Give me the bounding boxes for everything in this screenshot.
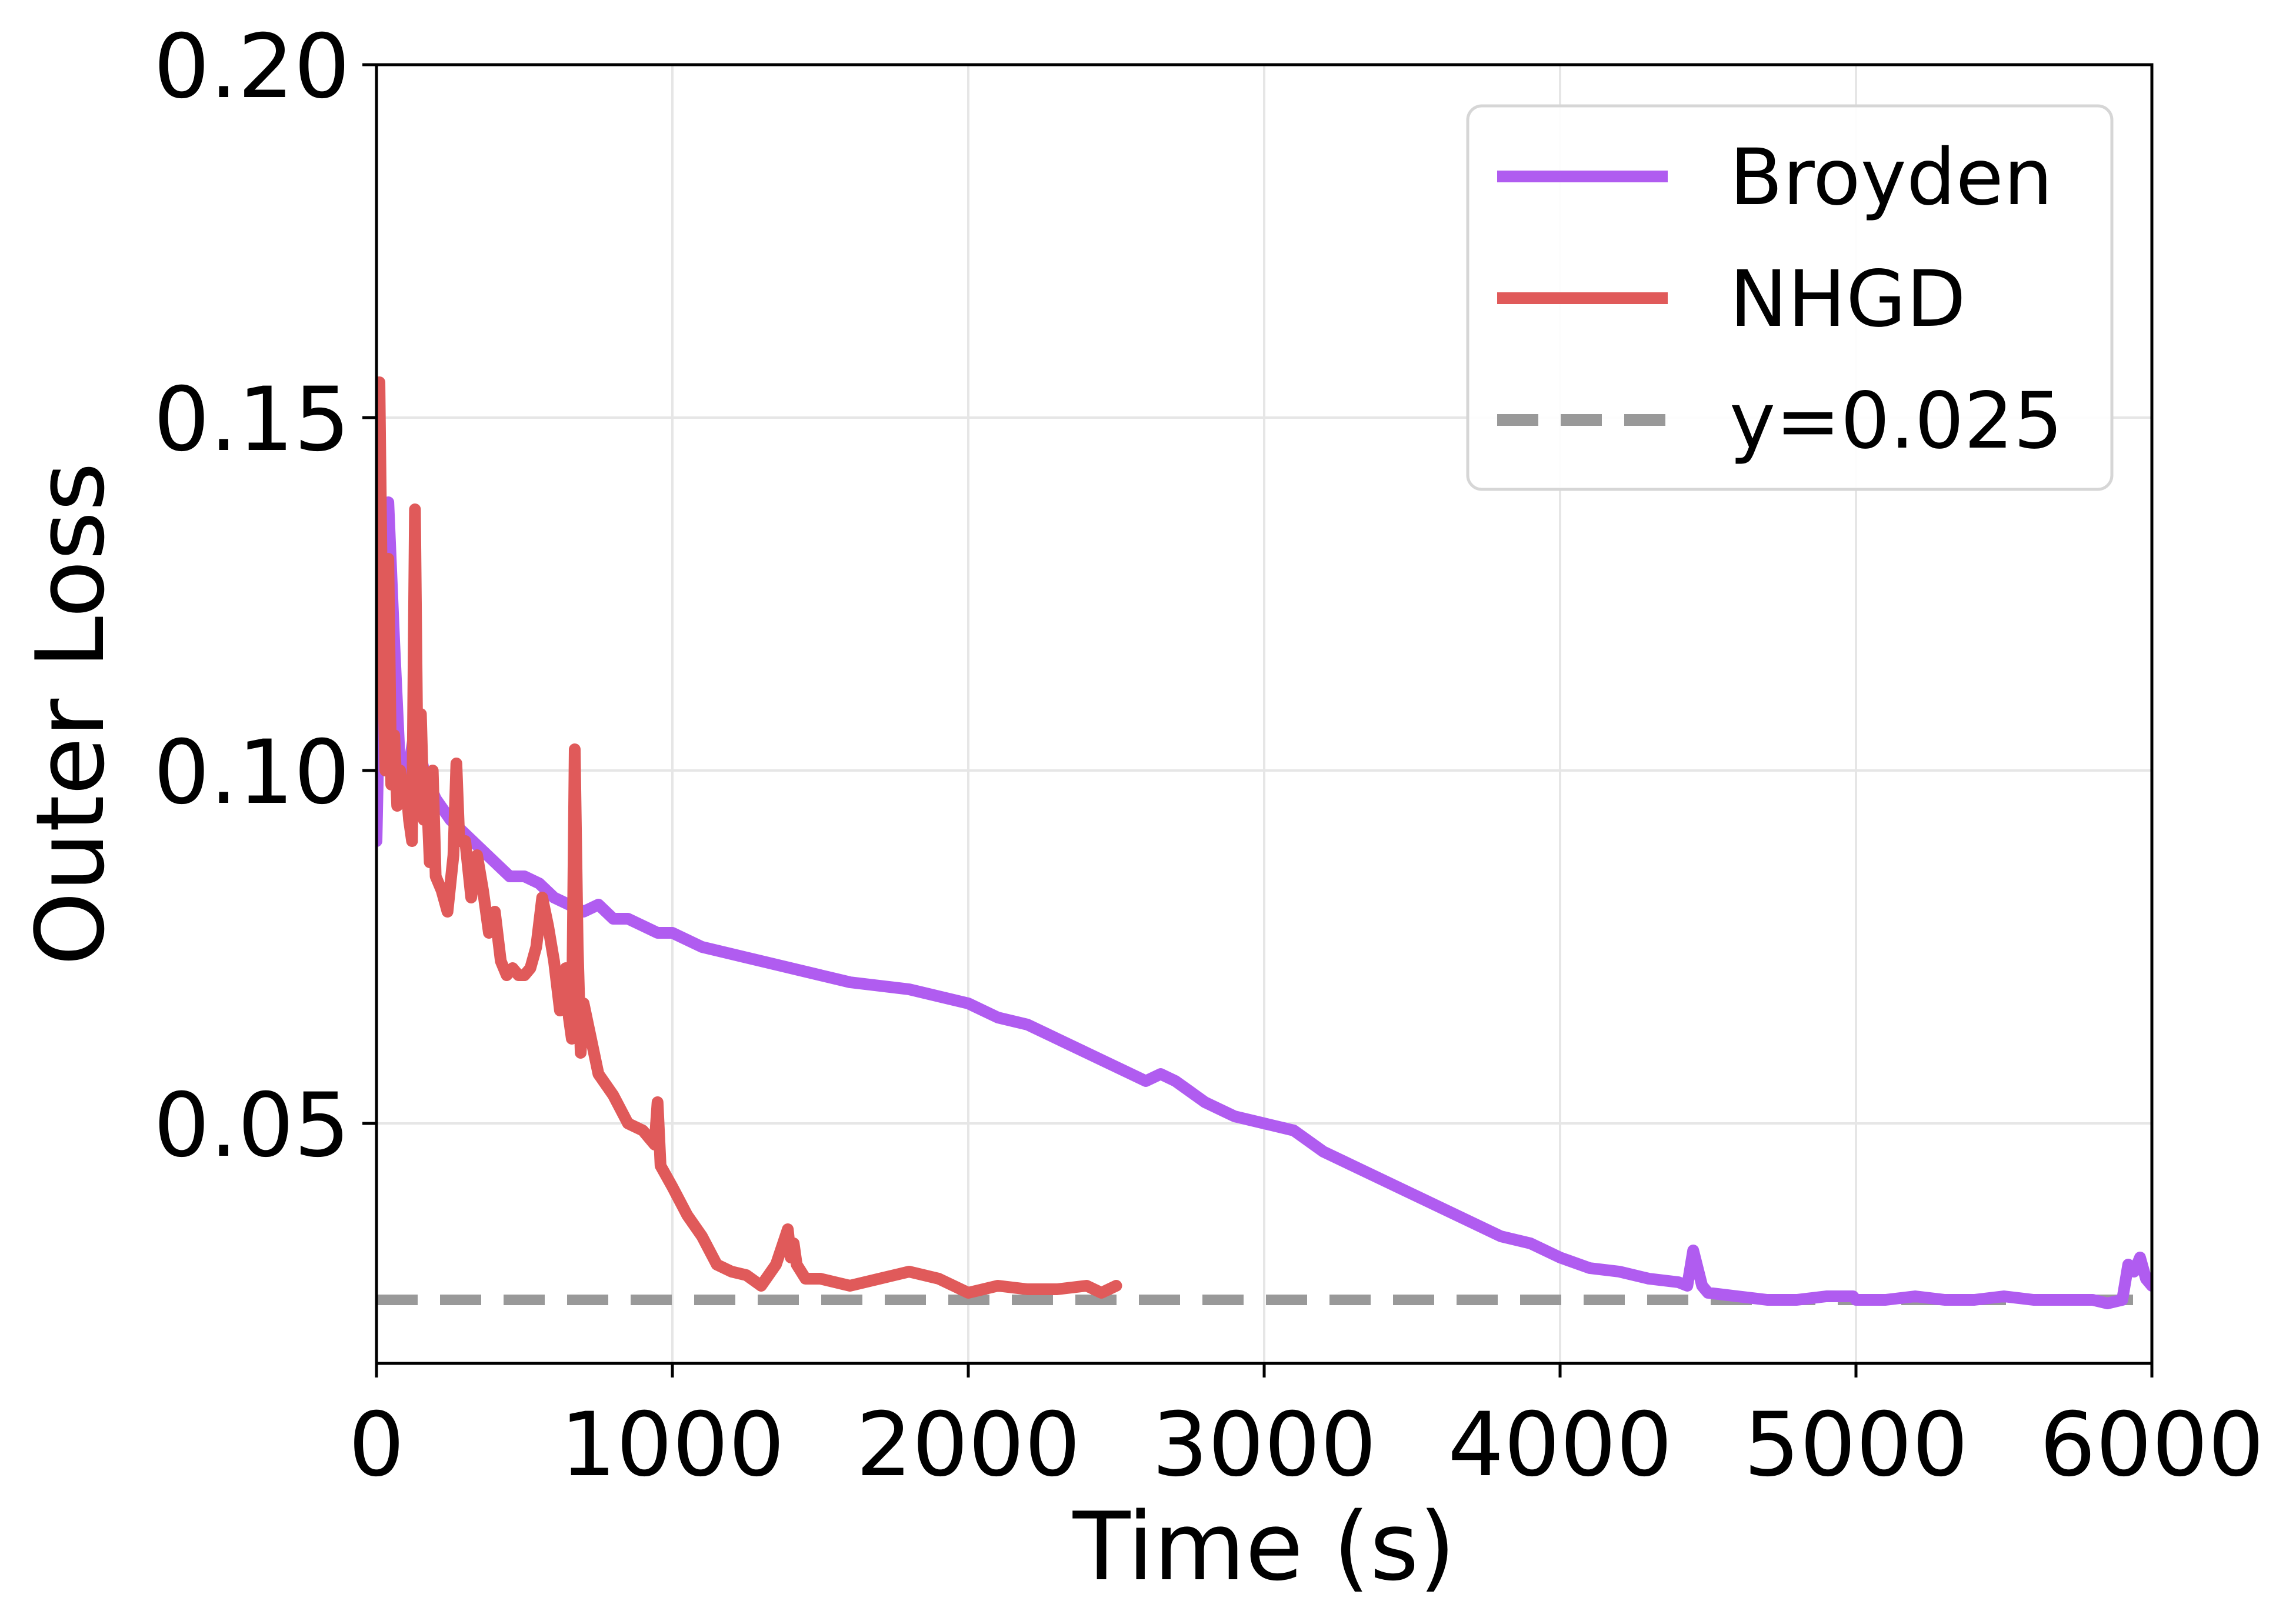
y-axis-label: Outer Loss <box>15 462 125 966</box>
x-axis-label: Time (s) <box>1072 1492 1456 1602</box>
plot-area <box>376 376 2152 1309</box>
x-tick-label: 5000 <box>1744 1394 1968 1496</box>
x-tick-label: 2000 <box>856 1394 1081 1496</box>
y-tick-label: 0.10 <box>154 722 350 824</box>
y-tick-label: 0.20 <box>154 16 350 118</box>
legend: Broyden NHGD y=0.025 <box>1466 104 2114 491</box>
x-tick-label: 6000 <box>2040 1394 2264 1496</box>
legend-label-2: y=0.025 <box>1730 376 2063 466</box>
x-tick-label: 1000 <box>560 1394 785 1496</box>
y-tick-label: 0.15 <box>154 369 350 471</box>
x-tick-label: 0 <box>348 1394 404 1496</box>
x-tick-label: 4000 <box>1448 1394 1672 1496</box>
series-line-nhgd <box>376 376 1122 1299</box>
series-line-broyden <box>376 496 2152 1309</box>
legend-label-0: Broyden <box>1730 132 2052 223</box>
legend-label-1: NHGD <box>1730 254 1966 345</box>
y-tick-label: 0.05 <box>154 1075 350 1177</box>
x-tick-label: 3000 <box>1152 1394 1377 1496</box>
legend-box <box>1466 104 2114 491</box>
axis-ticks: 0 1000 2000 3000 4000 5000 6000 0.05 0.10 0.15 0.2… <box>154 16 2264 1496</box>
